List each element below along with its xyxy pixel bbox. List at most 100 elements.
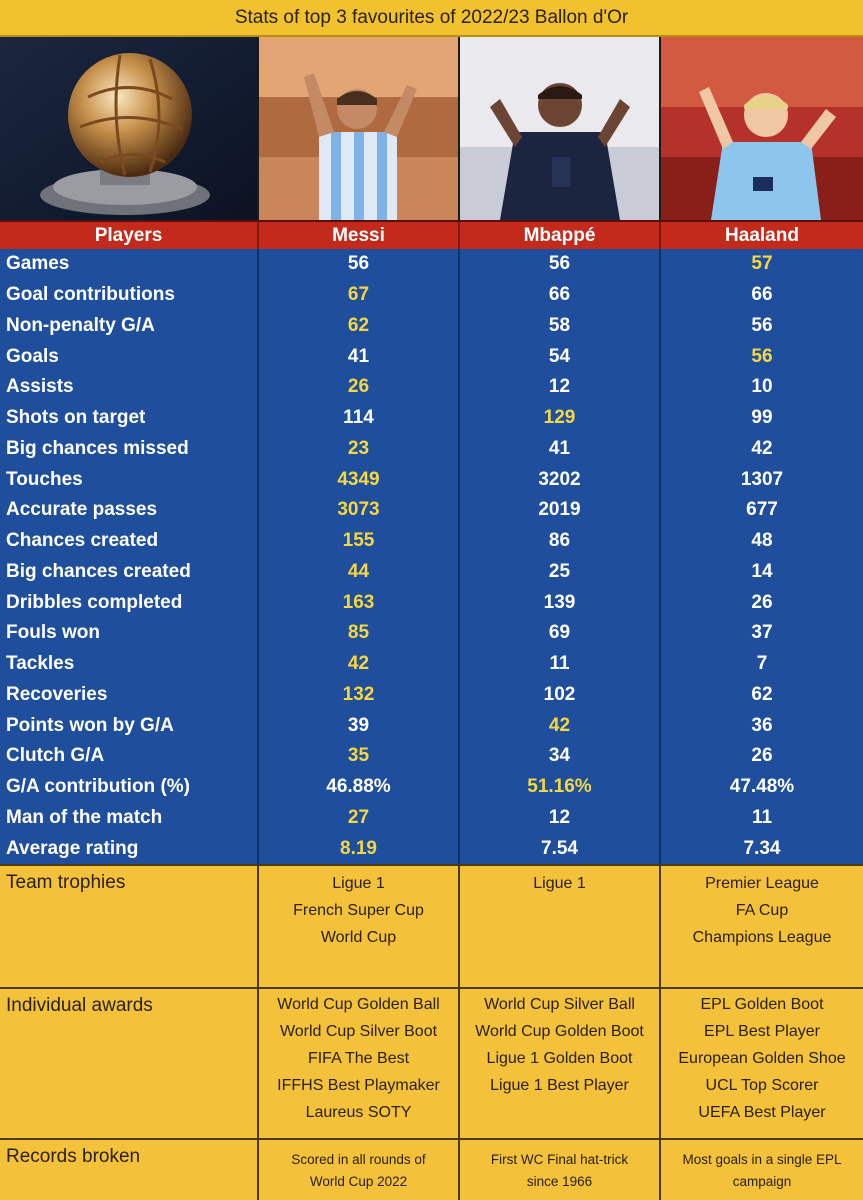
stat-value: 39 (259, 710, 460, 741)
list-item: First WC Final hat-trick (490, 1152, 629, 1167)
section-cell: EPL Golden Boot EPL Best Player European G… (661, 989, 863, 1138)
page-title: Stats of top 3 favourites of 2022/23 Bal… (0, 0, 863, 37)
records-broken-section: Records broken Scored in all rounds of Wor… (0, 1138, 863, 1200)
section-cell: Scored in all rounds of World Cup 2022 (259, 1140, 460, 1200)
stat-value: 42 (259, 648, 460, 680)
stat-label: Non-penalty G/A (0, 310, 259, 342)
stat-value: 66 (460, 279, 661, 311)
stat-value: 27 (259, 802, 460, 834)
stat-label: Touches (0, 464, 259, 495)
table-row: Goal contributions 67 66 66 (0, 279, 863, 311)
stat-label: Fouls won (0, 618, 259, 649)
list-item: since 1966 (526, 1174, 593, 1189)
team-trophies-section: Team trophies Ligue 1 French Super Cup Worl… (0, 864, 863, 987)
table-row: Big chances created 44 25 14 (0, 556, 863, 588)
individual-awards-section: Individual awards World Cup Golden Ball Wo… (0, 987, 863, 1138)
list-item: Ligue 1 (332, 875, 385, 892)
stat-label: Chances created (0, 525, 259, 557)
stat-label: Accurate passes (0, 495, 259, 526)
table-row: Recoveries 132 102 62 (0, 679, 863, 711)
stat-value: 11 (751, 806, 773, 828)
table-row: Non-penalty G/A 62 58 56 (0, 310, 863, 342)
section-label: Individual awards (0, 989, 259, 1138)
stat-value: 3202 (460, 464, 661, 495)
stat-value: 37 (751, 622, 773, 644)
stat-value: 102 (460, 679, 661, 711)
list-item: French Super Cup (293, 902, 424, 919)
stat-value: 44 (259, 556, 460, 588)
stat-label: Dribbles completed (0, 587, 259, 618)
stat-value: 3073 (259, 495, 460, 526)
list-item: campaign (732, 1174, 792, 1189)
section-cell: Ligue 1 French Super Cup World Cup (259, 866, 460, 987)
stat-value: 48 (751, 530, 773, 552)
section-label: Team trophies (0, 866, 259, 987)
stat-value: 62 (259, 310, 460, 342)
table-row: Accurate passes 3073 2019 677 (0, 495, 863, 526)
stat-value: 4349 (259, 464, 460, 495)
list-item: FIFA The Best (307, 1050, 410, 1067)
list-item: UCL Top Scorer (705, 1077, 819, 1094)
mbappe-photo (460, 37, 661, 220)
stat-value: 56 (751, 345, 773, 367)
stat-value: 25 (460, 556, 661, 588)
list-item: Laureus SOTY (305, 1104, 412, 1121)
stat-value: 62 (751, 683, 773, 705)
stat-label: Recoveries (0, 679, 259, 711)
table-row: Big chances missed 23 41 42 (0, 433, 863, 465)
stat-value: 42 (460, 710, 661, 741)
stat-value: 35 (259, 741, 460, 772)
stat-value: 155 (259, 525, 460, 557)
stat-value: 132 (259, 679, 460, 711)
stat-value: 34 (460, 741, 661, 772)
stat-value: 163 (259, 587, 460, 618)
list-item: World Cup Silver Ball (484, 996, 635, 1013)
stat-value: 41 (460, 433, 661, 465)
stat-value: 69 (460, 618, 661, 649)
stat-label: Big chances missed (0, 433, 259, 465)
list-item: World Cup Golden Boot (475, 1023, 644, 1040)
stat-value: 26 (751, 745, 773, 767)
stat-value: 10 (751, 376, 773, 398)
stat-label: G/A contribution (%) (0, 771, 259, 803)
section-cell: World Cup Silver Ball World Cup Golden Bo… (460, 989, 661, 1138)
table-row: Clutch G/A 35 34 26 (0, 741, 863, 772)
stat-value: 7 (756, 653, 768, 675)
table-row: Man of the match 27 12 11 (0, 802, 863, 834)
stat-label: Tackles (0, 648, 259, 680)
list-item: IFFHS Best Playmaker (277, 1077, 440, 1094)
stat-value: 66 (751, 284, 773, 306)
section-cell: Ligue 1 (460, 866, 661, 987)
table-header: Players Messi Mbappé Haaland (0, 220, 863, 249)
stat-label: Shots on target (0, 402, 259, 434)
table-row: Average rating 8.19 7.54 7.34 (0, 833, 863, 864)
list-item: Ligue 1 (533, 875, 586, 892)
section-cell: World Cup Golden Ball World Cup Silver Bo… (259, 989, 460, 1138)
stat-value: 42 (751, 437, 773, 459)
stat-value: 36 (751, 714, 773, 736)
stat-value: 85 (259, 618, 460, 649)
stat-value: 12 (460, 802, 661, 834)
table-row: Assists 26 12 10 (0, 372, 863, 403)
table-row: Touches 4349 3202 1307 (0, 464, 863, 495)
stat-label: Points won by G/A (0, 710, 259, 741)
stat-label: Games (0, 249, 259, 280)
table-row: Chances created 155 86 48 (0, 525, 863, 557)
stat-value: 56 (259, 249, 460, 280)
list-item: Scored in all rounds of (291, 1152, 426, 1167)
list-item: UEFA Best Player (698, 1104, 826, 1121)
stat-value: 86 (460, 525, 661, 557)
list-item: Ligue 1 Golden Boot (486, 1050, 633, 1067)
stat-value: 139 (460, 587, 661, 618)
table-row: Fouls won 85 69 37 (0, 618, 863, 649)
list-item: World Cup 2022 (309, 1174, 408, 1189)
stat-label: Goals (0, 341, 259, 372)
stat-value: 12 (460, 372, 661, 403)
header-messi: Messi (259, 222, 460, 249)
list-item: EPL Best Player (704, 1023, 820, 1040)
stat-value: 26 (751, 591, 773, 613)
stat-value: 41 (259, 341, 460, 372)
section-label: Records broken (0, 1140, 259, 1200)
table-row: Points won by G/A 39 42 36 (0, 710, 863, 741)
